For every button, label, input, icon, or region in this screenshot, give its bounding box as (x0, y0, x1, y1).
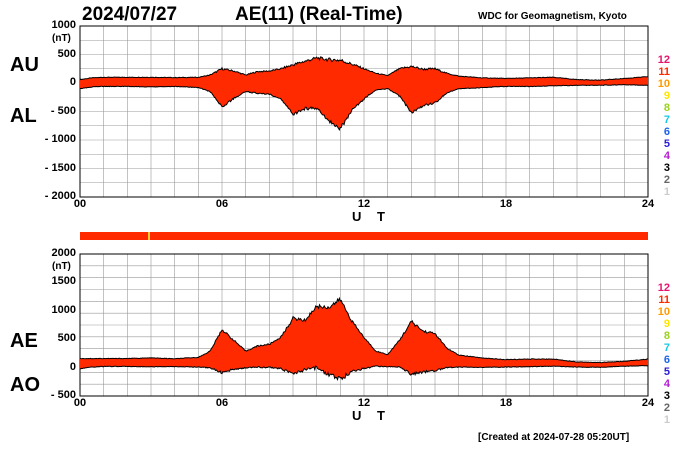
x-axis-label-bottom: U T (352, 408, 391, 423)
plot-frame (79, 253, 649, 397)
x-tick-label: 24 (641, 397, 655, 409)
y-tick-label: 500 (57, 47, 76, 60)
unit-label-top: (nT) (52, 33, 71, 44)
legend-station-1: 1 (663, 186, 670, 198)
legend-station-12: 12 (657, 54, 670, 66)
legend-station-11: 11 (658, 294, 670, 306)
legend-station-10: 10 (657, 78, 670, 90)
series-line-al (79, 83, 649, 132)
date-label: 2024/07/27 (82, 4, 178, 25)
au-label: AU (10, 54, 39, 76)
y-tick-label: 1000 (51, 303, 76, 316)
x-tick-label: 06 (215, 198, 229, 210)
legend-station-4: 4 (663, 378, 670, 390)
legend-station-6: 6 (663, 126, 670, 138)
al-label: AL (10, 105, 37, 127)
legend-station-5: 5 (663, 366, 670, 378)
legend-station-10: 10 (657, 306, 670, 318)
series-area-ae-ao (80, 298, 648, 380)
legend-station-2: 2 (663, 174, 670, 186)
x-tick-label: 12 (357, 397, 371, 409)
x-tick-label: 18 (499, 397, 513, 409)
legend-station-5: 5 (663, 138, 670, 150)
y-tick-label: - 1500 (44, 161, 76, 174)
y-tick-label: - 2000 (44, 190, 76, 202)
y-tick-label: 2000 (51, 247, 76, 259)
legend-station-9: 9 (663, 90, 670, 102)
series-line-ae (79, 296, 648, 364)
y-tick-label: - 500 (50, 104, 76, 117)
x-tick-label: 12 (357, 198, 371, 210)
legend-station-11: 11 (658, 66, 670, 78)
x-tick-label: 24 (641, 198, 655, 210)
legend-station-7: 7 (663, 342, 670, 354)
y-tick-label: 1000 (51, 19, 76, 31)
y-tick-label: - 500 (50, 389, 76, 401)
plot-frame (79, 25, 649, 198)
legend-station-2: 2 (663, 402, 670, 414)
station-coverage-mark (148, 232, 150, 240)
series-line-au (79, 56, 649, 81)
y-tick-label: 0 (69, 76, 76, 88)
legend-station-8: 8 (663, 102, 670, 114)
series-area-au-al (80, 56, 648, 130)
x-tick-label: 00 (73, 397, 87, 409)
x-tick-label: 18 (499, 198, 513, 210)
legend-station-7: 7 (663, 114, 670, 126)
station-coverage-bar (80, 232, 648, 240)
legend-station-6: 6 (663, 354, 670, 366)
x-tick-label: 06 (215, 397, 229, 409)
legend-station-9: 9 (663, 318, 670, 330)
legend-station-3: 3 (663, 390, 670, 402)
created-timestamp: [Created at 2024-07-28 05:20UT] (478, 432, 630, 443)
y-tick-label: 1500 (51, 275, 76, 288)
y-tick-label: 500 (57, 332, 76, 345)
ao-label: AO (10, 374, 40, 396)
unit-label-bottom: (nT) (52, 261, 71, 272)
legend-station-3: 3 (663, 162, 670, 174)
legend-station-8: 8 (663, 330, 670, 342)
legend-station-12: 12 (657, 282, 670, 294)
legend-station-1: 1 (663, 414, 670, 426)
ae-label: AE (10, 330, 38, 352)
x-tick-label: 00 (73, 198, 87, 210)
chart-title: AE(11) (Real-Time) (235, 4, 403, 25)
organization-label: WDC for Geomagnetism, Kyoto (478, 11, 627, 22)
x-axis-label-top: U T (352, 209, 391, 224)
y-tick-label: 0 (69, 360, 76, 373)
legend-station-4: 4 (663, 150, 670, 162)
series-line-ao (79, 364, 649, 382)
y-tick-label: - 1000 (44, 133, 76, 145)
